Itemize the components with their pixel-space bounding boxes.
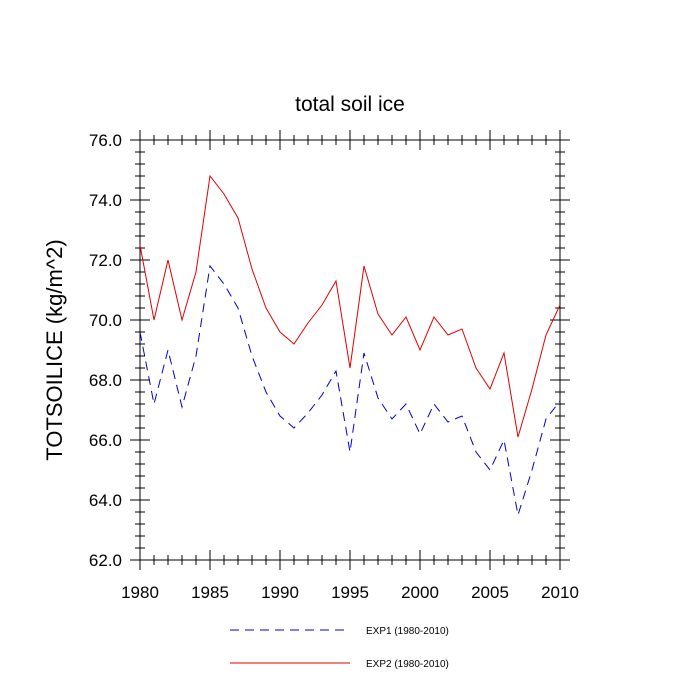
- legend-label-1: EXP1 (1980-2010): [366, 626, 449, 637]
- series-line-1: [139, 264, 561, 516]
- y-tick-label: 72.0: [89, 251, 122, 270]
- x-tick-label: 1985: [191, 583, 229, 602]
- y-tick-label: 62.0: [89, 551, 122, 570]
- x-tick-label: 2000: [401, 583, 439, 602]
- chart-title: total soil ice: [295, 93, 405, 116]
- y-axis-label: TOTSOILICE (kg/m^2): [42, 239, 67, 460]
- legend: EXP1 (1980-2010) EXP2 (1980-2010): [230, 626, 449, 670]
- y-tick-label: 66.0: [89, 431, 122, 450]
- y-tick-label: 68.0: [89, 371, 122, 390]
- x-tick-label: 1995: [331, 583, 369, 602]
- x-tick-label: 2005: [471, 583, 509, 602]
- x-tick-label: 2010: [541, 583, 579, 602]
- x-tick-label: 1980: [121, 583, 159, 602]
- plot-area: 62.0 64.0 66.0 68.0 70.0 72.0 74.0 76.0 1980 1985…: [89, 130, 579, 602]
- legend-label-2: EXP2 (1980-2010): [366, 659, 449, 670]
- plot-frame: [139, 139, 561, 561]
- x-tick-label: 1990: [261, 583, 299, 602]
- series-line-2: [139, 174, 561, 438]
- y-tick-label: 64.0: [89, 491, 122, 510]
- y-tick-label: 74.0: [89, 191, 122, 210]
- y-tick-label: 70.0: [89, 311, 122, 330]
- y-tick-label: 76.0: [89, 131, 122, 150]
